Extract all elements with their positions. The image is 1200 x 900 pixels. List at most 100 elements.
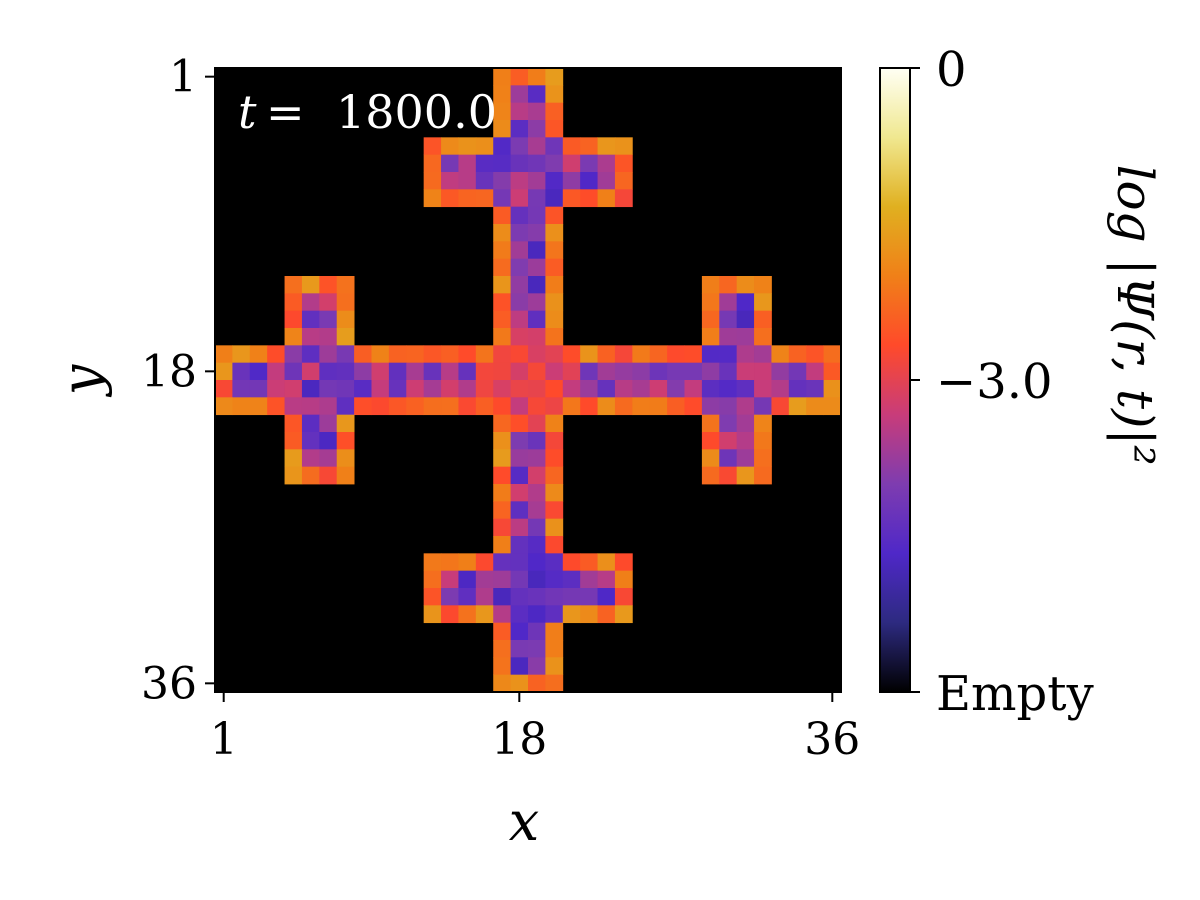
heatmap-cell [597,605,616,624]
heatmap-cell [562,570,581,589]
heatmap-cell [336,466,355,485]
heatmap-cell [354,380,372,398]
heatmap-cell [597,172,616,190]
heatmap-cell [475,553,494,572]
heatmap-cell [510,154,529,173]
heatmap-cell [545,414,564,433]
heatmap-cell [580,570,598,589]
heatmap-cell [667,362,685,381]
heatmap-cell [493,570,512,589]
heatmap-cell [684,345,703,364]
heatmap-cell [562,588,581,606]
heatmap-cell [301,310,320,329]
heatmap-cell [493,449,512,468]
colorbar-tick-label: 0 [936,42,967,98]
heatmap-cell [493,553,512,572]
heatmap-cell [754,380,772,398]
heatmap-cell [388,380,407,398]
heatmap-cell [788,380,807,398]
heatmap-cell [701,414,720,433]
heatmap-cell [510,553,529,572]
heatmap-cell [649,345,668,364]
heatmap-cell [528,622,546,641]
heatmap-cell [614,154,633,173]
heatmap-cell [284,397,303,416]
heatmap-cell [701,432,720,450]
heatmap-cell [580,397,598,416]
heatmap-cell [754,362,772,381]
heatmap-cell [528,449,546,468]
heatmap-cell [754,328,772,346]
heatmap-cell [528,553,546,572]
heatmap-cell [528,362,546,381]
heatmap-cell [301,328,320,346]
heatmap-cell [423,380,442,398]
heatmap-cell [580,605,598,624]
heatmap-cell [545,501,564,520]
heatmap-cell [545,224,564,242]
heatmap-cell [493,154,512,173]
heatmap-cell [215,397,233,416]
heatmap-cell [510,224,529,242]
heatmap-cell [545,397,564,416]
heatmap-cell [545,102,564,121]
heatmap-cell [493,362,512,381]
heatmap-cell [719,449,738,468]
heatmap-cell [493,501,512,520]
heatmap-cell [493,536,512,554]
heatmap-cell [510,449,529,468]
heatmap-cell [545,622,564,641]
heatmap-cell [701,293,720,312]
time-annotation: t = 1800.0 [238,85,497,139]
heatmap-cell [614,570,633,589]
heatmap-cell [736,276,755,294]
heatmap-cell [597,553,616,572]
heatmap-cell [493,484,512,502]
x-axis: 1 18 36 [210,692,860,765]
annotation-eq: = [266,85,305,139]
heatmap-cell [632,380,651,398]
heatmap-cell [545,310,564,329]
heatmap-cell [562,345,581,364]
heatmap-cell [719,362,738,381]
heatmap-cell [614,397,633,416]
heatmap-cell [528,120,546,138]
heatmap-cell [493,68,512,86]
heatmap-cell [371,380,390,398]
heatmap-cell [562,137,581,156]
heatmap-cell [301,380,320,398]
heatmap-cell [510,189,529,208]
heatmap-cell [284,432,303,450]
heatmap-cell [371,397,390,416]
heatmap-cell [423,605,442,624]
heatmap-cell [562,380,581,398]
heatmap-cell [458,345,477,364]
heatmap-cell [284,276,303,294]
colorbar-ticks: 0 −3.0 Empty [910,42,1094,722]
heatmap-cell [510,120,529,138]
heatmap-cell [545,605,564,624]
heatmap-cell [406,362,425,381]
heatmap-cell [614,553,633,572]
heatmap-cell [719,276,738,294]
heatmap-cell [823,345,841,364]
heatmap-cell [528,501,546,520]
heatmap-cell [545,345,564,364]
heatmap-cell [510,137,529,156]
heatmap-cell [301,293,320,312]
heatmap-cell [301,466,320,485]
heatmap-cell [701,362,720,381]
heatmap-cell [667,345,685,364]
heatmap-cell [545,380,564,398]
heatmap-cell [510,466,529,485]
plot-frame [214,67,842,693]
heatmap-cell [510,172,529,190]
heatmap-cell [493,345,512,364]
heatmap-cell [701,397,720,416]
heatmap-cell [458,137,477,156]
heatmap-cell [771,362,790,381]
heatmap-cell [493,622,512,641]
heatmap-cell [458,154,477,173]
heatmap-cell [510,657,529,676]
heatmap-cell [441,553,459,572]
